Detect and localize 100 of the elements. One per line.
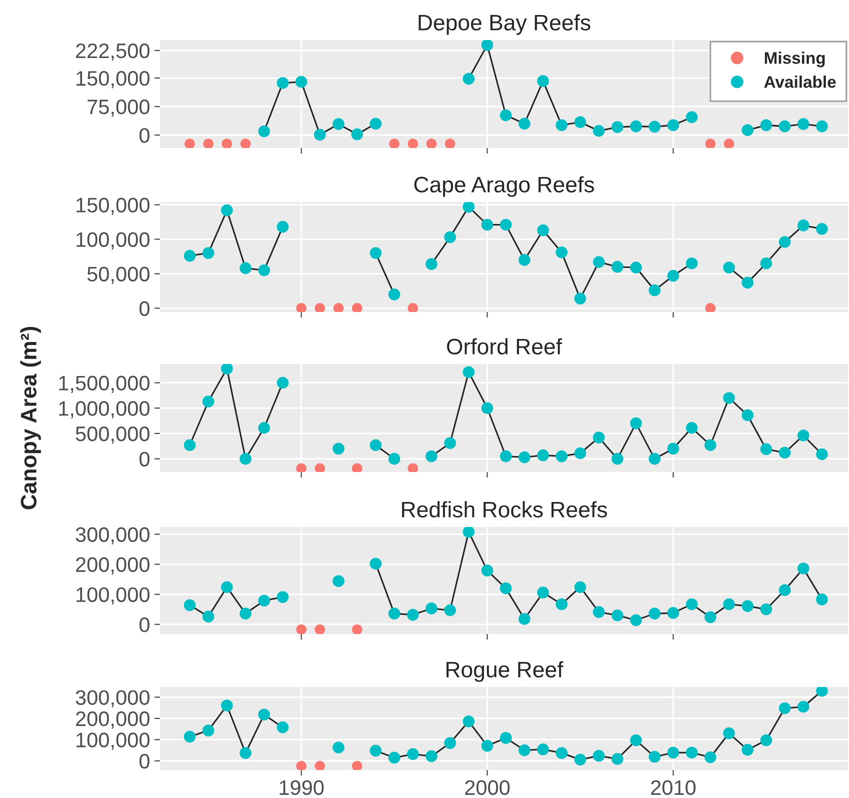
point bbox=[203, 138, 214, 148]
y-tick-label: 150,000 bbox=[76, 198, 150, 215]
point bbox=[258, 708, 270, 720]
point bbox=[221, 204, 233, 216]
point bbox=[426, 450, 438, 462]
point bbox=[333, 303, 344, 312]
legend-label: Missing bbox=[764, 52, 825, 68]
point bbox=[556, 246, 568, 258]
point bbox=[742, 409, 754, 422]
point bbox=[352, 624, 362, 634]
point bbox=[537, 744, 549, 756]
point bbox=[370, 118, 382, 130]
point bbox=[202, 247, 214, 259]
y-tick-label: 100,000 bbox=[76, 232, 150, 250]
point bbox=[816, 222, 828, 235]
point bbox=[797, 220, 810, 232]
point bbox=[370, 558, 382, 570]
point bbox=[630, 614, 642, 626]
point bbox=[648, 120, 661, 133]
point bbox=[704, 611, 716, 624]
chart-title: Rogue Reef bbox=[446, 661, 564, 682]
point bbox=[444, 737, 456, 749]
chart-title: Cape Arago Reefs bbox=[414, 176, 594, 197]
point bbox=[389, 138, 400, 148]
point bbox=[202, 724, 214, 736]
y-tick-label: 0 bbox=[140, 452, 150, 467]
point bbox=[537, 586, 549, 598]
point bbox=[352, 303, 362, 312]
point bbox=[408, 138, 418, 148]
point bbox=[444, 604, 456, 616]
point bbox=[500, 582, 512, 594]
point bbox=[630, 417, 642, 430]
point bbox=[444, 231, 456, 244]
point bbox=[778, 446, 791, 459]
point bbox=[574, 581, 586, 594]
point bbox=[612, 753, 624, 765]
point bbox=[202, 610, 214, 622]
point bbox=[481, 402, 494, 414]
point bbox=[742, 744, 754, 756]
point bbox=[462, 202, 475, 213]
chart-title: Orford Reef bbox=[447, 338, 562, 354]
point bbox=[258, 125, 270, 138]
point bbox=[222, 138, 232, 148]
y-tick-label: 500,000 bbox=[76, 426, 150, 444]
point bbox=[518, 451, 530, 464]
point bbox=[518, 254, 530, 266]
point bbox=[648, 284, 661, 296]
point bbox=[426, 258, 438, 270]
point bbox=[426, 602, 438, 614]
point bbox=[184, 138, 195, 148]
y-tick-label: 75,000 bbox=[88, 100, 150, 117]
point bbox=[742, 276, 754, 289]
point bbox=[370, 439, 382, 452]
point bbox=[462, 527, 475, 538]
x-tick-label: 2000 bbox=[465, 780, 510, 796]
point bbox=[258, 594, 270, 607]
point bbox=[556, 598, 568, 610]
y-axis-title: Canopy Area (m²) bbox=[20, 326, 41, 510]
point bbox=[444, 138, 456, 148]
point bbox=[462, 715, 475, 728]
y-tick-label: 0 bbox=[140, 301, 150, 316]
point bbox=[816, 448, 828, 460]
point bbox=[518, 744, 530, 756]
point bbox=[314, 463, 326, 472]
x-tick-label: 1990 bbox=[280, 780, 324, 796]
point bbox=[778, 702, 791, 714]
y-tick-label: 200,000 bbox=[76, 711, 150, 729]
point bbox=[518, 118, 530, 130]
point bbox=[592, 256, 605, 268]
point bbox=[332, 442, 344, 455]
chart-title: Depoe Bay Reefs bbox=[418, 14, 590, 35]
y-tick-label: 0 bbox=[140, 754, 150, 769]
point bbox=[724, 138, 734, 148]
point bbox=[240, 138, 251, 148]
point bbox=[500, 109, 512, 122]
point bbox=[221, 700, 233, 712]
point bbox=[686, 746, 698, 758]
point bbox=[592, 432, 605, 444]
x-tick-label: 2010 bbox=[651, 780, 696, 796]
point bbox=[556, 450, 568, 462]
point bbox=[295, 76, 308, 88]
point bbox=[408, 463, 418, 472]
point bbox=[537, 75, 549, 87]
point bbox=[742, 600, 754, 612]
point bbox=[481, 218, 494, 231]
point bbox=[797, 700, 810, 713]
point bbox=[408, 303, 418, 312]
point bbox=[500, 218, 512, 231]
point bbox=[500, 732, 512, 744]
point bbox=[612, 121, 624, 133]
point bbox=[797, 562, 810, 574]
point bbox=[797, 430, 810, 442]
point bbox=[667, 607, 680, 619]
point bbox=[276, 220, 289, 233]
point bbox=[296, 624, 306, 634]
point bbox=[276, 376, 289, 389]
point bbox=[352, 760, 362, 770]
point bbox=[388, 288, 400, 300]
point bbox=[667, 442, 680, 455]
point bbox=[184, 439, 196, 452]
